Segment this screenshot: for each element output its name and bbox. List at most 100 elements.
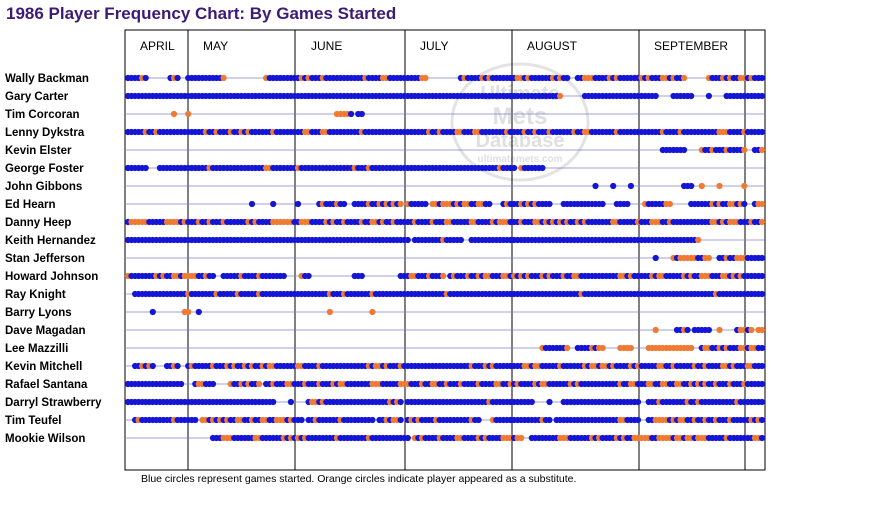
chart-grid	[124, 29, 766, 471]
start-marker	[546, 416, 553, 424]
substitute-marker	[681, 74, 688, 82]
start-marker	[209, 272, 217, 280]
substitute-marker	[652, 326, 659, 334]
substitute-marker	[256, 380, 263, 388]
start-marker	[280, 272, 287, 280]
chart-title: 1986 Player Frequency Chart: By Games St…	[6, 4, 397, 23]
start-marker	[174, 362, 181, 370]
start-marker	[341, 200, 348, 208]
start-marker	[287, 398, 294, 406]
start-marker	[178, 380, 185, 388]
start-marker	[741, 200, 748, 208]
start-marker	[634, 416, 642, 424]
start-marker	[758, 272, 766, 280]
start-marker	[758, 362, 766, 370]
start-marker	[705, 92, 713, 100]
player-name-ray-knight: Ray Knight	[5, 289, 66, 301]
watermark-line2: Mets	[493, 103, 548, 130]
watermark-url: ultimatemets.com	[477, 154, 562, 165]
start-marker	[422, 200, 429, 208]
start-marker	[404, 236, 411, 244]
player-name-stan-jefferson: Stan Jefferson	[5, 253, 85, 265]
start-marker	[758, 434, 766, 442]
substitute-marker	[627, 344, 635, 352]
start-marker	[195, 308, 202, 316]
player-name-rafael-santana: Rafael Santana	[5, 379, 88, 391]
start-marker	[610, 182, 617, 190]
player-name-danny-heep: Danny Heep	[5, 217, 71, 229]
start-marker	[209, 380, 217, 388]
start-marker	[358, 272, 365, 280]
start-marker	[486, 200, 493, 208]
start-marker	[758, 290, 766, 298]
substitute-marker	[741, 146, 748, 154]
substitute-marker	[518, 434, 525, 442]
start-marker	[270, 398, 277, 406]
start-marker	[142, 74, 149, 82]
start-marker	[652, 92, 659, 100]
chart-caption: Blue circles represent games started. Or…	[141, 473, 577, 485]
player-name-barry-lyons: Barry Lyons	[5, 307, 72, 319]
player-name-kevin-elster: Kevin Elster	[5, 145, 72, 157]
month-label: MAY	[203, 39, 228, 53]
start-marker	[149, 362, 156, 370]
player-name-dave-magadan: Dave Magadan	[5, 325, 86, 337]
substitute-marker	[716, 326, 723, 334]
player-name-mookie-wilson: Mookie Wilson	[5, 433, 85, 445]
substitute-marker	[422, 74, 429, 82]
plot-frame	[124, 29, 766, 471]
start-marker	[546, 398, 553, 406]
watermark-line3: Database	[476, 130, 565, 152]
start-marker	[681, 146, 688, 154]
substitute-marker	[695, 236, 702, 244]
substitute-marker	[666, 200, 674, 208]
substitute-marker	[748, 326, 755, 334]
player-name-john-gibbons: John Gibbons	[5, 181, 82, 193]
start-marker	[684, 326, 691, 334]
substitute-marker	[220, 74, 227, 82]
month-label: JULY	[420, 39, 448, 53]
start-marker	[624, 200, 631, 208]
substitute-marker	[758, 200, 766, 208]
start-marker	[688, 182, 695, 190]
month-labels: APRIL MAY JUNE JULY AUGUST SEPTEMBER	[140, 39, 728, 53]
substitute-marker	[185, 110, 192, 118]
start-marker	[705, 326, 713, 334]
substitute-marker	[688, 344, 695, 352]
month-label: JUNE	[311, 39, 342, 53]
player-name-wally-backman: Wally Backman	[5, 73, 89, 85]
start-marker	[758, 74, 766, 82]
start-marker	[270, 200, 277, 208]
start-marker	[457, 236, 464, 244]
start-marker	[758, 92, 766, 100]
start-marker	[599, 200, 606, 208]
substitute-marker	[369, 308, 376, 316]
start-marker	[539, 164, 546, 172]
start-marker	[404, 434, 411, 442]
start-marker	[510, 164, 518, 172]
start-marker	[369, 416, 376, 424]
start-marker	[758, 416, 766, 424]
start-marker	[758, 254, 766, 262]
start-marker	[397, 398, 404, 406]
start-marker	[758, 380, 766, 388]
start-marker	[192, 416, 199, 424]
start-marker	[475, 416, 482, 424]
substitute-marker	[758, 146, 766, 154]
start-marker	[298, 416, 305, 424]
start-marker	[142, 164, 149, 172]
substitute-marker	[705, 254, 713, 262]
substitute-marker	[397, 200, 404, 208]
start-marker	[305, 272, 312, 280]
start-marker	[758, 128, 766, 136]
start-marker	[348, 110, 355, 118]
start-marker	[758, 398, 766, 406]
substitute-marker	[170, 110, 178, 118]
player-name-george-foster: George Foster	[5, 163, 84, 175]
player-name-lee-mazzilli: Lee Mazzilli	[5, 343, 68, 355]
start-marker	[294, 200, 302, 208]
start-marker	[397, 416, 404, 424]
start-marker	[688, 92, 695, 100]
substitute-marker	[758, 218, 766, 226]
